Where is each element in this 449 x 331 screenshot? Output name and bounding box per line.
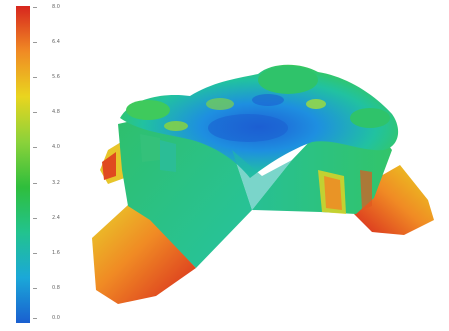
scale-tick: [33, 77, 37, 78]
scale-tick-label: 1.6: [52, 250, 60, 256]
scale-tick: [33, 253, 37, 254]
boss-left: [126, 100, 170, 120]
left-flange: [92, 205, 196, 304]
scale-tick: [33, 42, 37, 43]
scale-tick: [33, 112, 37, 113]
scale-tick-label: 8.0: [52, 4, 60, 10]
scale-tick: [33, 288, 37, 289]
scale-tick-label: 0.0: [52, 315, 60, 321]
boss-top: [258, 66, 318, 94]
color-scale-labels: 8.0 6.4 5.6 4.8 4.0 3.2 2.4 1.6 0.8 0.0: [0, 0, 80, 331]
scale-tick-label: 2.4: [52, 215, 60, 221]
scale-tick: [33, 318, 37, 319]
scale-tick-label: 5.6: [52, 74, 60, 80]
scale-tick: [33, 218, 37, 219]
scale-tick-label: 0.8: [52, 285, 60, 291]
scale-tick-label: 4.8: [52, 109, 60, 115]
boss-right: [350, 108, 390, 128]
scale-tick-label: 6.4: [52, 39, 60, 45]
scale-tick-label: 4.0: [52, 144, 60, 150]
scale-tick: [33, 147, 37, 148]
scale-tick-label: 3.2: [52, 180, 60, 186]
color-scale-bar: [16, 6, 30, 323]
scale-tick: [33, 183, 37, 184]
scale-tick: [33, 7, 37, 8]
